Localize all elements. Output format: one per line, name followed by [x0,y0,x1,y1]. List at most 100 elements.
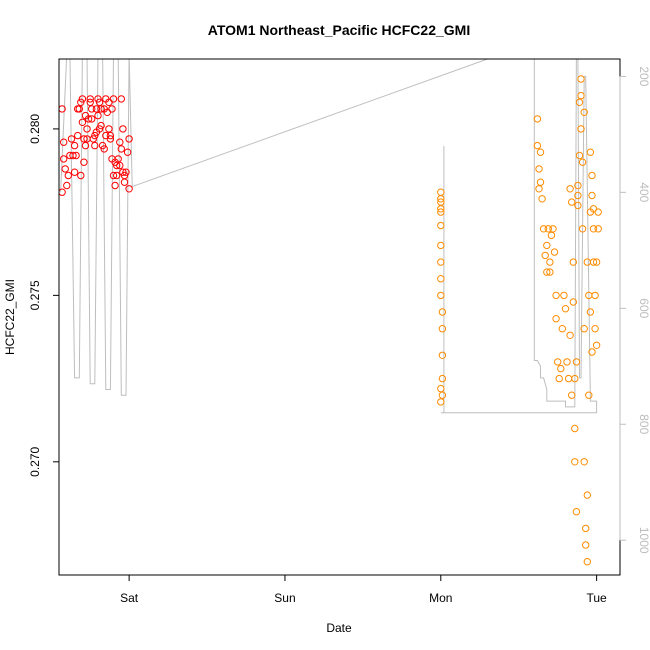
x-tick-label: Tue [587,591,608,605]
data-point [122,168,130,176]
data-point [566,331,574,339]
data-point [555,374,563,383]
data-point [77,171,85,180]
data-point [64,171,73,180]
data-point [533,115,542,123]
data-point [536,178,545,186]
data-point [591,291,599,300]
y2-axis: 200 400 600 800 1000 [619,66,650,554]
data-point [547,231,556,240]
data-point [580,325,588,333]
data-point [117,95,126,103]
data-point [572,358,581,366]
data-point [123,148,132,156]
data-point [588,348,596,356]
data-point [544,225,552,233]
data-point [437,291,445,300]
data-point [95,125,104,133]
data-point [100,105,108,113]
data-point [568,198,576,206]
pressure-line [60,59,598,414]
data-point [437,258,445,266]
y-axis-label: HCFC22_GMI [3,279,17,355]
data-point [111,181,119,190]
y2-tick-label: 200 [637,66,650,86]
y2-tick-label: 800 [637,414,650,434]
data-point [536,148,545,156]
data-point [549,225,557,233]
x-axis: Sat Sun Mon Tue [120,574,608,605]
data-point [437,398,445,406]
data-point [589,205,598,213]
data-point [543,241,551,250]
data-point [437,205,445,213]
data-point [588,191,596,200]
y2-tick-label: 400 [637,182,650,202]
data-point [546,268,554,276]
x-tick-label: Mon [429,591,452,605]
data-point [95,98,104,107]
data-point [577,75,585,83]
data-point [574,191,582,200]
data-point [437,208,445,216]
data-point [583,258,591,266]
data-point [557,364,565,373]
data-point [552,315,560,323]
data-point [106,131,115,140]
data-point [61,165,69,173]
data-point [125,185,133,193]
data-point [86,98,94,107]
data-point [72,151,80,160]
data-point [83,125,91,133]
data-point [568,391,576,399]
data-point [437,241,445,250]
data-point [539,225,548,233]
data-point [438,308,447,316]
data-point [438,391,447,399]
data-point [438,374,447,383]
data-point [59,105,66,113]
data-point [560,291,568,300]
y-tick-label: 0.275 [28,280,42,310]
data-point [438,325,447,333]
data-point [592,341,601,349]
points-layer [59,75,602,566]
data-point [578,158,587,166]
data-point [594,225,602,233]
y2-tick-label: 1000 [637,527,650,554]
data-point [592,258,601,266]
data-point [580,458,588,466]
data-point [591,325,599,333]
data-point [588,171,596,180]
plot-area [59,59,602,566]
data-point [585,391,593,399]
data-point [116,138,124,146]
data-point [97,105,105,113]
data-point [571,374,579,383]
data-point [437,195,445,203]
data-point [60,155,68,163]
data-point [94,111,102,120]
series-2 [437,75,602,566]
data-point [80,158,88,166]
data-point [88,105,96,113]
data-point [569,298,577,306]
data-point [125,135,133,143]
data-point [554,358,562,366]
data-point [89,135,98,143]
y-axis: 0.270 0.275 0.280 [28,114,60,477]
data-point [74,105,82,113]
data-point [577,125,585,133]
data-point [113,171,121,180]
data-point [558,325,566,333]
data-point [91,131,99,140]
pressure-line-layer [60,59,598,414]
y2-tick-label: 600 [637,298,650,318]
data-point [574,201,582,210]
data-point [533,141,542,150]
y-tick-label: 0.280 [28,114,42,144]
data-point [81,111,90,120]
data-point [586,148,595,156]
data-point [438,351,447,359]
